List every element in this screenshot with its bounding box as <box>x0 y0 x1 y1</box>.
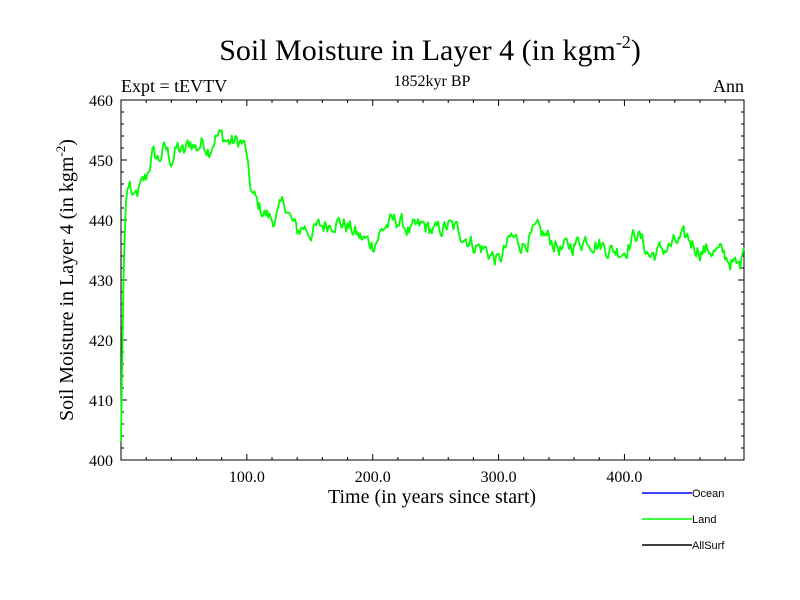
y-tick-label: 460 <box>89 93 113 110</box>
legend-land-label: Land <box>692 514 716 526</box>
x-tick-label: 300.0 <box>481 469 517 486</box>
y-axis-label-close: ) <box>56 139 78 146</box>
y-tick-label: 450 <box>89 153 113 170</box>
y-tick-label: 430 <box>89 273 113 290</box>
chart-title-main: Soil Moisture in Layer 4 (in kgm <box>219 34 616 67</box>
y-axis-label-sup: -2 <box>53 146 68 157</box>
legend: Ocean Land AllSurf <box>642 488 725 552</box>
y-axis-label: Soil Moisture in Layer 4 (in kgm-2) <box>53 139 78 421</box>
x-tick-label: 400.0 <box>606 469 642 486</box>
x-tick-label: 200.0 <box>355 469 391 486</box>
subtitle-experiment: Expt = tEVTV <box>121 76 227 96</box>
x-axis-label: Time (in years since start) <box>328 486 536 508</box>
y-axis-label-main: Soil Moisture in Layer 4 (in kgm <box>56 156 78 421</box>
subtitle-season: Ann <box>713 76 744 96</box>
x-tick-labels: 100.0 200.0 300.0 400.0 <box>229 469 643 486</box>
y-tick-labels: 400 410 420 430 440 450 460 <box>89 93 113 470</box>
chart-title-close: ) <box>631 34 641 67</box>
y-tick-label: 400 <box>89 453 113 470</box>
x-tick-label: 100.0 <box>229 469 265 486</box>
subtitle-period: 1852kyr BP <box>394 73 471 90</box>
y-tick-label: 420 <box>89 333 113 350</box>
chart-title-sup: -2 <box>616 32 631 52</box>
chart-title: Soil Moisture in Layer 4 (in kgm-2) <box>219 32 641 67</box>
axis-ticks <box>121 99 744 461</box>
legend-allsurf-label: AllSurf <box>692 540 725 552</box>
y-tick-label: 440 <box>89 213 113 230</box>
y-tick-label: 410 <box>89 393 113 410</box>
series-land-line <box>120 129 745 443</box>
plot-frame <box>120 99 745 461</box>
legend-ocean-label: Ocean <box>692 488 724 500</box>
